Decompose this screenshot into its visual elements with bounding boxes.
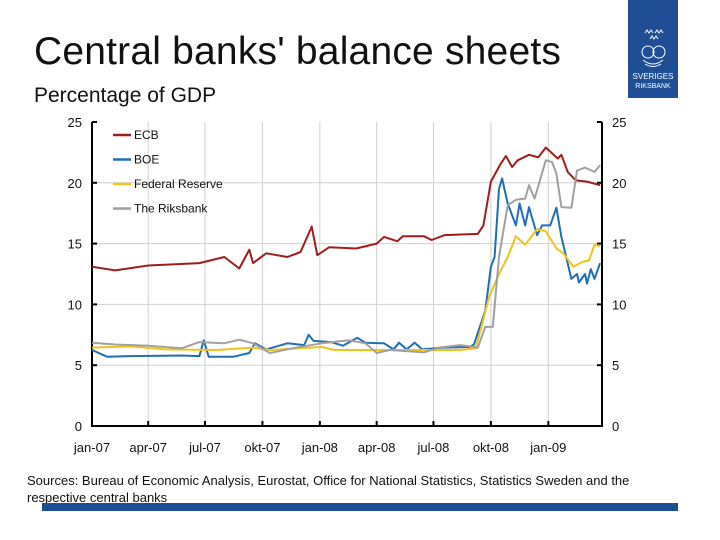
x-tick-label: jan-09 <box>529 440 566 455</box>
riksbank-logo: SVERIGES RIKSBANK <box>628 0 678 98</box>
y-tick-label-left: 10 <box>68 297 82 312</box>
series-lines <box>91 146 602 358</box>
legend-label-federal-reserve: Federal Reserve <box>134 177 223 191</box>
axes: 0 0 5 5 10 10 15 15 20 20 25 25 jan-07 apr-07 jul-07 ok… <box>68 115 627 455</box>
footer-bar <box>42 503 678 511</box>
y-tick-label-right: 10 <box>612 297 626 312</box>
svg-text:SVERIGES: SVERIGES <box>633 72 674 81</box>
gridlines <box>92 122 602 426</box>
sources-note: Sources: Bureau of Economic Analysis, Eu… <box>27 473 630 505</box>
series-line-the-riksbank <box>91 159 601 354</box>
y-tick-label-right: 20 <box>612 176 626 191</box>
y-tick-label-left: 20 <box>68 176 82 191</box>
y-tick-label-left: 5 <box>75 358 82 373</box>
x-tick-label: jul-08 <box>417 440 450 455</box>
series-line-ecb <box>91 146 601 272</box>
y-tick-label-right: 25 <box>612 115 626 130</box>
x-tick-label: jan-08 <box>301 440 338 455</box>
legend-label-boe: BOE <box>134 153 159 167</box>
legend-label-ecb: ECB <box>134 128 159 142</box>
x-tick-label: apr-08 <box>358 440 396 455</box>
y-tick-label-right: 15 <box>612 237 626 252</box>
page-title: Central banks' balance sheets <box>34 30 562 73</box>
x-tick-label: jul-07 <box>188 440 221 455</box>
x-tick-label: jan-07 <box>73 440 110 455</box>
y-tick-label-left: 0 <box>75 419 82 434</box>
y-tick-label-right: 5 <box>612 358 619 373</box>
legend-label-the-riksbank: The Riksbank <box>134 202 208 216</box>
x-tick-label: okt-07 <box>244 440 280 455</box>
x-tick-label: apr-07 <box>129 440 167 455</box>
y-tick-label-left: 15 <box>68 237 82 252</box>
svg-text:RIKSBANK: RIKSBANK <box>635 83 671 90</box>
y-tick-label-left: 25 <box>68 115 82 130</box>
legend: ECB BOE Federal Reserve The Riksbank <box>113 128 223 216</box>
chart-subtitle: Percentage of GDP <box>34 84 217 107</box>
y-tick-label-right: 0 <box>612 419 619 434</box>
x-tick-label: okt-08 <box>473 440 509 455</box>
crown-emblem-icon: SVERIGES RIKSBANK <box>633 29 674 90</box>
series-line-federal-reserve <box>91 228 601 351</box>
